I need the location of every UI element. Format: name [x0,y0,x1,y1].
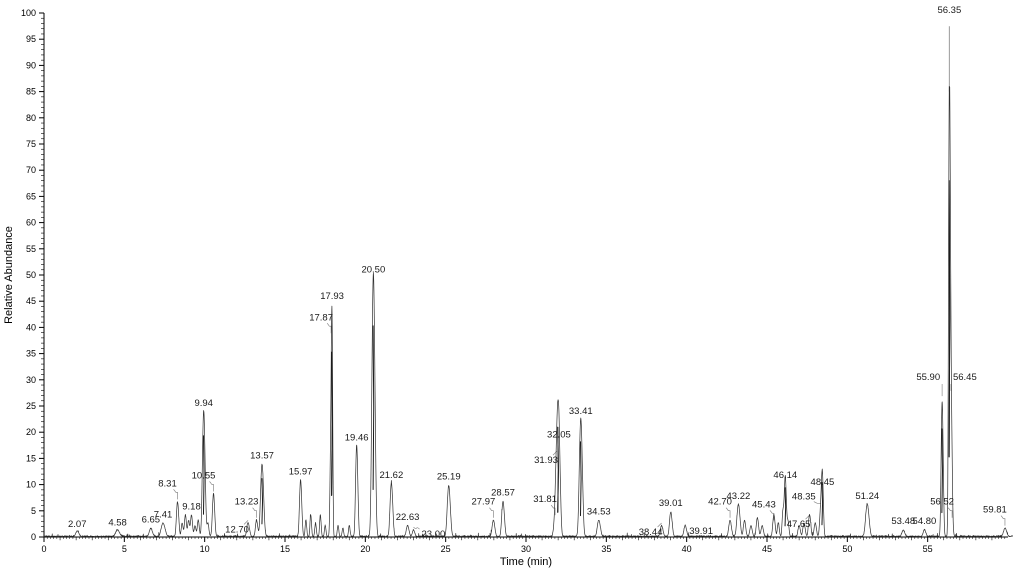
svg-text:31.93: 31.93 [534,455,558,466]
svg-text:4.58: 4.58 [108,518,127,529]
svg-text:13.57: 13.57 [250,451,274,462]
svg-text:45: 45 [762,544,772,554]
svg-text:25: 25 [26,401,36,411]
svg-text:9.94: 9.94 [194,398,213,409]
svg-text:34.53: 34.53 [587,507,611,518]
svg-text:Time (min): Time (min) [500,556,552,568]
svg-text:100: 100 [21,8,36,18]
svg-text:48.45: 48.45 [811,477,835,488]
svg-text:65: 65 [26,191,36,201]
svg-text:43.22: 43.22 [727,491,751,502]
svg-text:28.57: 28.57 [491,487,515,498]
svg-text:40: 40 [26,322,36,332]
svg-text:60: 60 [26,218,36,228]
svg-text:50: 50 [842,544,852,554]
svg-text:15: 15 [26,453,36,463]
svg-text:Relative Abundance: Relative Abundance [3,226,15,324]
svg-text:75: 75 [26,139,36,149]
svg-text:59.81: 59.81 [983,505,1007,516]
svg-text:19.46: 19.46 [345,432,369,443]
svg-text:32.05: 32.05 [547,430,571,441]
svg-text:9.18: 9.18 [182,501,201,512]
svg-text:70: 70 [26,165,36,175]
svg-text:33.41: 33.41 [569,406,593,417]
svg-text:51.24: 51.24 [855,491,879,502]
svg-text:10: 10 [200,544,210,554]
svg-text:85: 85 [26,87,36,97]
svg-text:10: 10 [26,480,36,490]
svg-text:31.81: 31.81 [533,494,557,505]
svg-text:5: 5 [31,506,36,516]
svg-text:35: 35 [601,544,611,554]
svg-text:47.65: 47.65 [787,519,811,530]
svg-text:48.35: 48.35 [792,492,816,503]
svg-text:17.93: 17.93 [320,291,344,302]
svg-text:56.45: 56.45 [953,372,977,383]
svg-text:8.31: 8.31 [158,478,177,489]
svg-text:30: 30 [26,375,36,385]
svg-text:20.50: 20.50 [361,265,385,276]
svg-text:39.01: 39.01 [659,498,683,509]
svg-text:20: 20 [360,544,370,554]
svg-text:20: 20 [26,427,36,437]
svg-text:27.97: 27.97 [471,497,495,508]
svg-text:0: 0 [31,532,36,542]
svg-text:55: 55 [923,544,933,554]
svg-text:12.70: 12.70 [225,524,249,535]
svg-text:13.23: 13.23 [235,497,259,508]
svg-text:38.44: 38.44 [639,527,663,538]
svg-text:0: 0 [41,544,46,554]
svg-text:50: 50 [26,270,36,280]
svg-text:35: 35 [26,349,36,359]
svg-text:56.35: 56.35 [937,5,961,16]
svg-text:56.52: 56.52 [930,497,954,508]
svg-text:25: 25 [441,544,451,554]
svg-text:90: 90 [26,60,36,70]
svg-text:23.00: 23.00 [422,529,446,540]
svg-text:45.43: 45.43 [752,499,776,510]
svg-text:40: 40 [682,544,692,554]
svg-text:55.90: 55.90 [916,372,940,383]
svg-text:95: 95 [26,34,36,44]
svg-text:2.07: 2.07 [68,519,87,530]
svg-text:54.80: 54.80 [913,516,937,527]
svg-text:45: 45 [26,296,36,306]
svg-text:5: 5 [122,544,127,554]
svg-text:21.62: 21.62 [379,470,403,481]
svg-text:39.91: 39.91 [689,526,713,537]
svg-text:46.14: 46.14 [773,470,797,481]
svg-text:17.87: 17.87 [309,312,333,323]
svg-text:55: 55 [26,244,36,254]
svg-text:7.41: 7.41 [154,509,173,520]
svg-text:80: 80 [26,113,36,123]
svg-text:25.19: 25.19 [437,472,461,483]
svg-text:30: 30 [521,544,531,554]
svg-text:22.63: 22.63 [396,512,420,523]
svg-text:10.55: 10.55 [192,471,216,482]
svg-text:15: 15 [280,544,290,554]
svg-text:15.97: 15.97 [289,466,313,477]
